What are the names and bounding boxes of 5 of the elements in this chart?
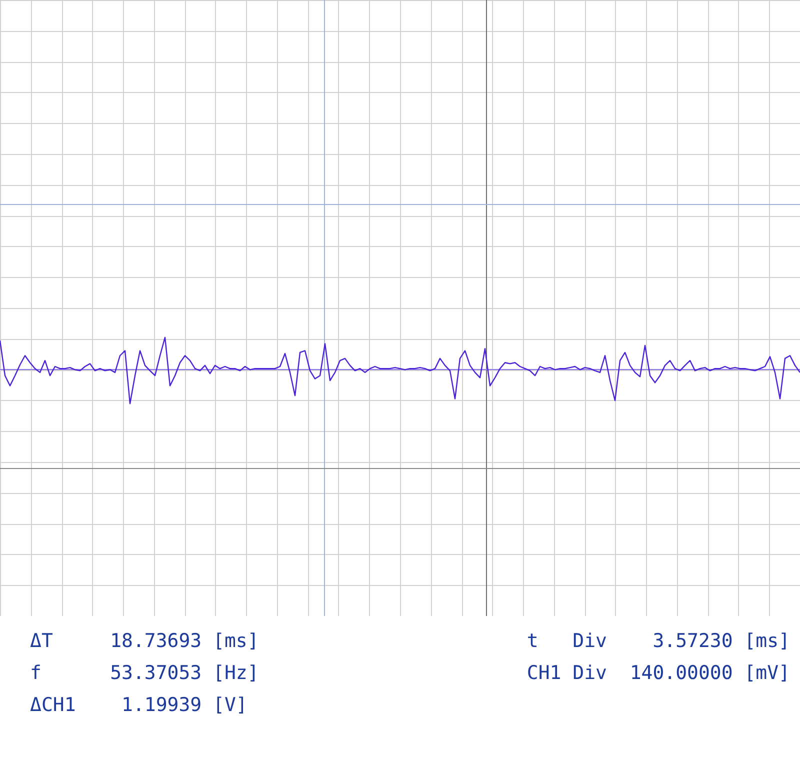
text: ΔCH1 1.19939 [V] — [30, 693, 248, 718]
text: t Div 3.57230 [ms] — [526, 629, 790, 654]
text: f 53.37053 [Hz] — [30, 661, 259, 686]
text: CH1 Div 140.00000 [mV] — [526, 661, 790, 686]
text: ΔT 18.73693 [ms] — [30, 629, 259, 654]
